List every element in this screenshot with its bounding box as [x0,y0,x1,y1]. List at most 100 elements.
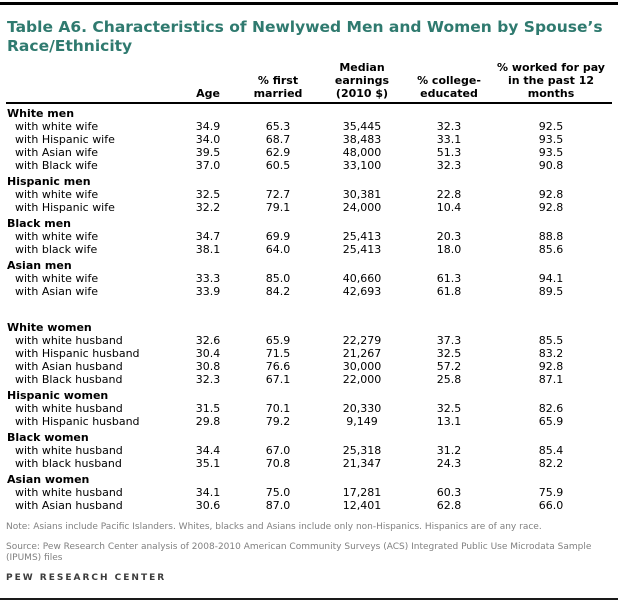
cell-value: 33.3 [195,272,221,285]
row-label: with Asian husband [15,499,123,512]
cell-value: 31.5 [195,402,221,415]
cell-value: 72.7 [265,188,291,201]
row-label: with white husband [15,444,123,457]
cell-value: 35,445 [342,120,382,133]
cell-value: 68.7 [265,133,291,146]
cell-value: 76.6 [265,360,291,373]
cell-value: 51.3 [436,146,462,159]
cell-value: 30,000 [342,360,382,373]
table-header: Age % first married Median earnings (201… [6,61,612,104]
section-header: Asian women [7,473,90,486]
section-header-row: Asian women [6,470,612,486]
cell-value: 92.8 [538,360,564,373]
row-label: with white husband [15,334,123,347]
row-label: with Black wife [15,159,98,172]
cell-value: 57.2 [436,360,462,373]
cell-value: 17,281 [342,486,382,499]
section-header-row: Asian men [6,256,612,272]
cell-value: 70.8 [265,457,291,470]
cell-value: 64.0 [265,243,291,256]
cell-value: 21,267 [342,347,382,360]
table-row: with black wife 38.1 64.0 25,413 18.0 85.6 [6,243,612,256]
row-label: with white husband [15,402,123,415]
table-row: with Hispanic husband 29.8 79.2 9,149 13.1 65… [6,415,612,428]
row-label: with Hispanic husband [15,347,140,360]
cell-value: 61.8 [436,285,462,298]
table-row: with black husband 35.1 70.8 21,347 24.3 82.2 [6,457,612,470]
table-row: with Hispanic husband 30.4 71.5 21,267 32.5 8… [6,347,612,360]
cell-value: 65.9 [265,334,291,347]
cell-value: 32.3 [436,159,462,172]
cell-value: 40,660 [342,272,382,285]
row-label: with Asian wife [15,146,99,159]
cell-value: 13.1 [436,415,462,428]
cell-value: 75.0 [265,486,291,499]
section-header-row: White men [6,103,612,120]
table-row: with Asian wife 39.5 62.9 48,000 51.3 93.5 [6,146,612,159]
row-label: with black wife [15,243,98,256]
section-header: Black men [7,217,71,230]
row-label: with white wife [15,120,99,133]
table-row: with Hispanic wife 34.0 68.7 38,483 33.1 93.5 [6,133,612,146]
data-table: Age % first married Median earnings (201… [6,61,612,512]
section-header: White women [7,321,92,334]
cell-value: 20,330 [342,402,382,415]
table-row: with white husband 34.1 75.0 17,281 60.3 75.9 [6,486,612,499]
cell-value: 34.7 [195,230,221,243]
cell-value: 35.1 [195,457,221,470]
cell-value: 34.1 [195,486,221,499]
table-row: with Black husband 32.3 67.1 22,000 25.8 87.1 [6,373,612,386]
table-row: with Asian husband 30.6 87.0 12,401 62.8 66.0 [6,499,612,512]
cell-value: 24.3 [436,457,462,470]
note-text: Note: Asians include Pacific Islanders. … [6,522,542,532]
cell-value: 70.1 [265,402,291,415]
cell-value: 87.1 [538,373,564,386]
cell-value: 39.5 [195,146,221,159]
section-header-row: Black men [6,214,612,230]
table-row: with Asian husband 30.8 76.6 30,000 57.2 92.8 [6,360,612,373]
table-title: Table A6. Characteristics of Newlywed Me… [7,18,603,55]
cell-value: 38.1 [195,243,221,256]
table-row: with Black wife 37.0 60.5 33,100 32.3 90.8 [6,159,612,172]
row-label: with white wife [15,230,99,243]
cell-value: 93.5 [538,133,564,146]
table-row: with white husband 31.5 70.1 20,330 32.5 82.6 [6,402,612,415]
cell-value: 60.5 [265,159,291,172]
cell-value: 18.0 [436,243,462,256]
cell-value: 33,100 [342,159,382,172]
cell-value: 24,000 [342,201,382,214]
section-header: White men [7,107,75,120]
cell-value: 31.2 [436,444,462,457]
cell-value: 82.6 [538,402,564,415]
column-header-college-educated: % college- educated [408,61,490,104]
table-row: with white wife 33.3 85.0 40,660 61.3 94.1 [6,272,612,285]
cell-value: 61.3 [436,272,462,285]
cell-value: 32.2 [195,201,221,214]
cell-value: 34.9 [195,120,221,133]
cell-value: 22.8 [436,188,462,201]
section-gap-cell [6,298,612,318]
cell-value: 48,000 [342,146,382,159]
cell-value: 32.5 [195,188,221,201]
section-header: Hispanic men [7,175,91,188]
cell-value: 89.5 [538,285,564,298]
cell-value: 22,000 [342,373,382,386]
table-row: with Hispanic wife 32.2 79.1 24,000 10.4 92.8 [6,201,612,214]
cell-value: 10.4 [436,201,462,214]
cell-value: 25,413 [342,230,382,243]
cell-value: 34.0 [195,133,221,146]
row-label-column-header [6,61,176,104]
table-row: with white wife 34.9 65.3 35,445 32.3 92.5 [6,120,612,133]
table-body: White men with white wife 34.9 65.3 35,445 32… [6,103,612,512]
row-label: with white husband [15,486,123,499]
cell-value: 62.9 [265,146,291,159]
source-text: Source: Pew Research Center analysis of … [6,542,592,563]
cell-value: 84.2 [265,285,291,298]
cell-value: 37.0 [195,159,221,172]
row-label: with Black husband [15,373,123,386]
cell-value: 90.8 [538,159,564,172]
table-row: with white wife 34.7 69.9 25,413 20.3 88.8 [6,230,612,243]
section-header-row: White women [6,318,612,334]
cell-value: 30.4 [195,347,221,360]
